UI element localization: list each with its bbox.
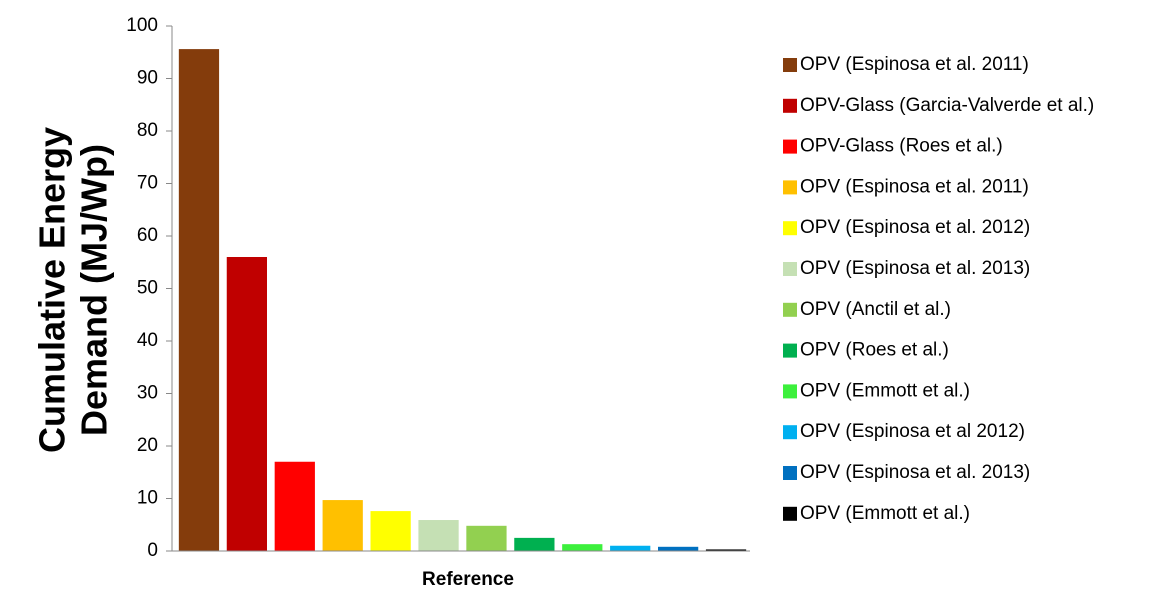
legend-label: OPV (Espinosa et al. 2013): [800, 462, 1030, 483]
legend-swatch: [783, 98, 797, 113]
legend-swatch: [783, 262, 797, 276]
y-tick-label: 80: [137, 120, 158, 141]
y-axis-title-line: Demand (MJ/Wp): [74, 144, 115, 436]
y-tick-label: 90: [137, 68, 158, 89]
y-tick-label: 60: [137, 225, 158, 246]
legend-swatch: [783, 425, 797, 440]
legend-label: OPV (Roes et al.): [800, 340, 949, 361]
bar: [178, 49, 220, 551]
legend-label: OPV (Espinosa et al 2012): [800, 421, 1025, 442]
legend-label: OPV-Glass (Roes et al.): [800, 136, 1003, 157]
legend-swatch: [783, 384, 797, 399]
bar: [514, 537, 555, 551]
y-tick-label: 30: [137, 383, 158, 404]
legend-swatch: [783, 506, 797, 521]
y-tick-label: 0: [147, 540, 158, 561]
bar: [705, 549, 747, 551]
legend-swatch: [783, 466, 797, 480]
legend-label: OPV (Emmott et al.): [800, 503, 970, 524]
y-tick-label: 20: [137, 435, 158, 456]
bar: [610, 545, 651, 551]
legend-label: OPV (Espinosa et al. 2011): [800, 54, 1029, 75]
legend-label: OPV (Anctil et al.): [800, 299, 951, 320]
bar: [418, 520, 459, 551]
legend-swatch: [783, 139, 797, 154]
legend-swatch: [783, 58, 797, 72]
legend-label: OPV (Espinosa et al. 2011): [800, 176, 1029, 197]
bar: [370, 511, 411, 551]
legend-label: OPV (Emmott et al.): [800, 380, 970, 401]
y-tick-label: 70: [137, 173, 158, 194]
legend-label: OPV (Espinosa et al. 2013): [800, 258, 1030, 279]
bar: [562, 544, 603, 551]
legend-label: OPV-Glass (Garcia-Valverde et al.): [800, 95, 1094, 116]
y-tick-label: 100: [126, 15, 158, 36]
bar: [226, 257, 267, 551]
y-axis-title: Cumulative Energy Demand (MJ/Wp): [32, 127, 115, 453]
legend-swatch: [783, 302, 797, 317]
bar: [466, 525, 507, 551]
y-tick-label: 10: [137, 488, 158, 509]
y-axis-title-line: Cumulative Energy: [32, 127, 73, 453]
legend-swatch: [783, 180, 797, 195]
bar: [322, 500, 363, 551]
bar: [274, 461, 315, 551]
bar: [658, 546, 699, 551]
legend-swatch: [783, 343, 797, 358]
x-axis-title: Reference: [422, 569, 514, 590]
y-tick-label: 40: [137, 330, 158, 351]
legend-swatch: [783, 221, 797, 236]
legend-label: OPV (Espinosa et al. 2012): [800, 217, 1030, 238]
y-tick-label: 50: [137, 278, 158, 299]
